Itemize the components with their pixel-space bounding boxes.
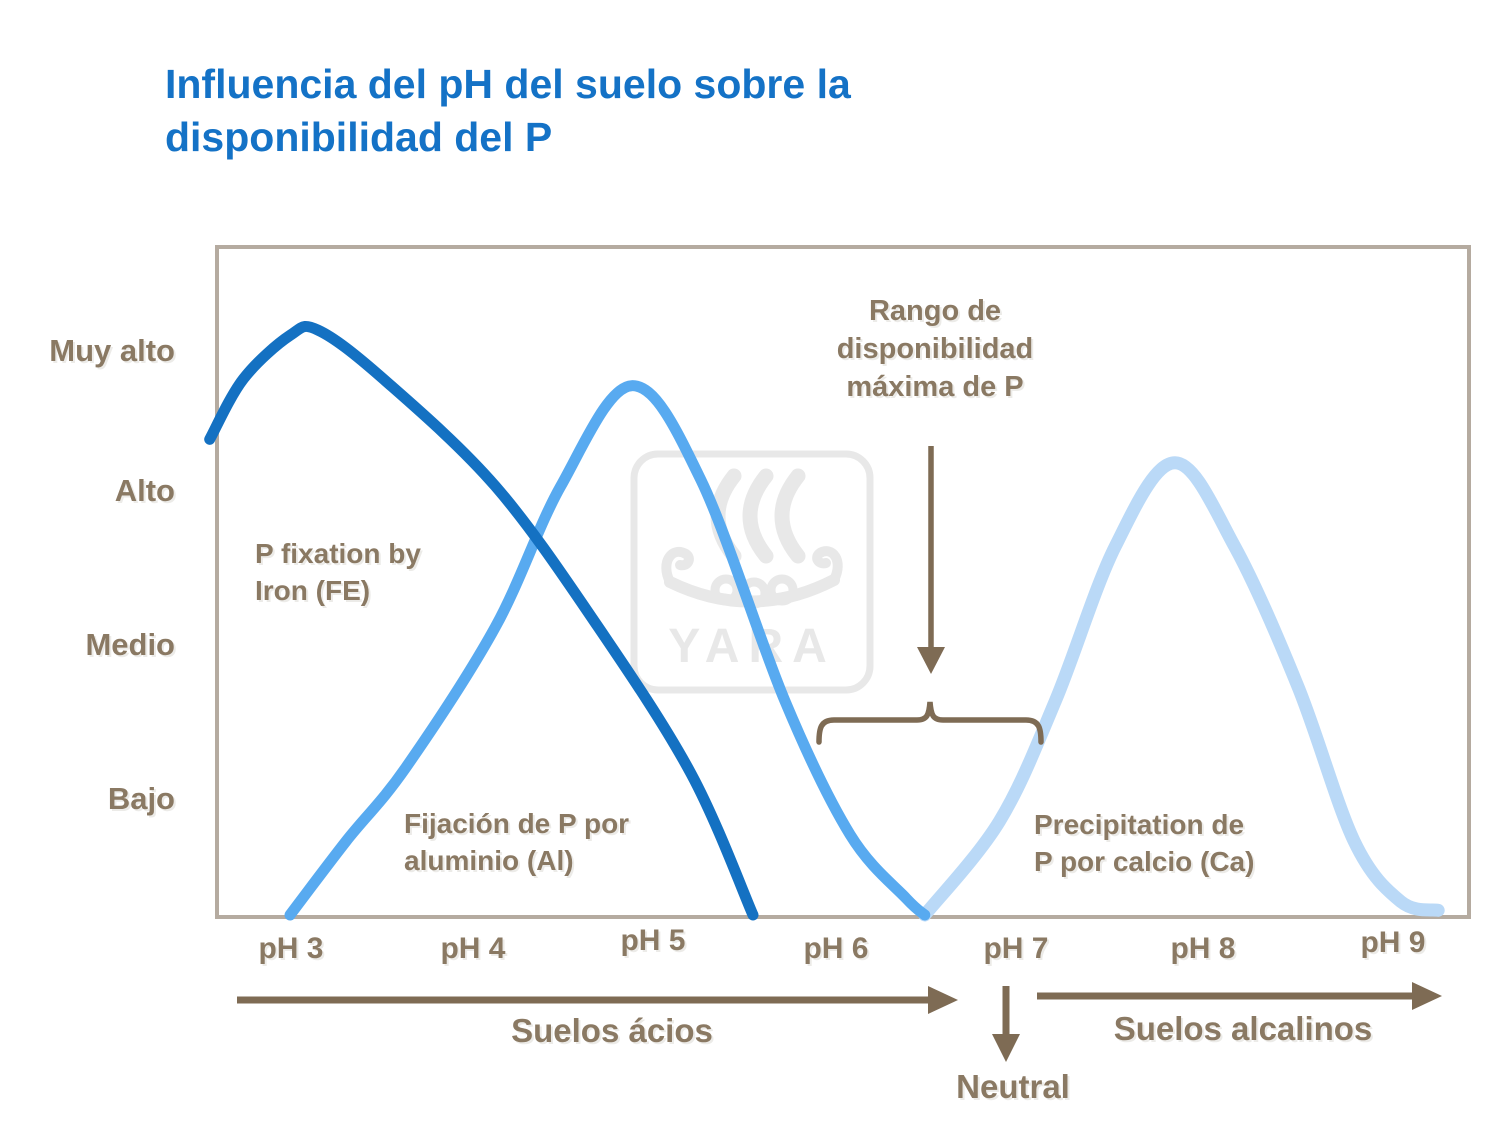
al-curve-label: Fijación de P por aluminio (Al) [404,805,629,879]
fe-curve [204,320,759,921]
y-tick-medio: Medio [85,627,175,662]
range-brace [816,701,1044,745]
watermark-brand-text: YARA [668,620,836,673]
page-title-line1: Influencia del pH del suelo sobre la [165,61,851,107]
yara-watermark-logo: YARA [630,450,874,694]
watermark-border [630,450,874,694]
neutral-label: Neutral [956,1068,1070,1105]
chart-frame [215,245,1471,919]
al-curve [284,380,931,921]
x-tick-ph6: pH 6 [803,932,869,965]
x-tick-ph4: pH 4 [440,932,506,965]
page-title: Influencia del pH del suelo sobre la dis… [165,58,851,164]
acid-soils-label: Suelos ácios [511,1012,713,1049]
acid-soils-arrowhead [928,986,958,1014]
max-availability-line3: máxima de P [846,371,1024,403]
ca-curve-label-line1: Precipitation de [1034,809,1245,840]
ca-curve [918,456,1445,922]
x-tick-ph8: pH 8 [1170,932,1236,965]
annotations-layer [237,446,1442,1062]
ca-curve-label: Precipitation de P por calcio (Ca) [1034,806,1254,880]
neutral-arrowhead [992,1034,1020,1062]
x-tick-ph7: pH 7 [983,932,1049,965]
al-curve-label-line2: aluminio (Al) [404,845,574,876]
max-availability-line2: disponibilidad [836,333,1034,365]
ca-curve-label-line2: P por calcio (Ca) [1034,846,1255,877]
page-title-line2: disponibilidad del P [165,114,553,160]
fe-curve-label: P fixation by Iron (FE) [255,535,421,609]
fe-curve-label-line2: Iron (FE) [255,575,371,606]
y-tick-bajo: Bajo [107,781,175,816]
y-tick-muy-alto: Muy alto [49,333,175,368]
max-availability-annotation: Rango de disponibilidad máxima de P [795,292,1075,406]
alkaline-soils-arrowhead [1412,982,1442,1010]
fe-curve-label-line1: P fixation by [255,538,421,569]
al-curve-label-line1: Fijación de P por [404,808,630,839]
y-tick-alto: Alto [114,473,175,508]
viking-ship-icon [661,468,843,609]
alkaline-soils-label: Suelos alcalinos [1113,1010,1373,1047]
max-availability-arrowhead [917,647,945,674]
x-tick-ph9: pH 9 [1360,926,1426,959]
x-tick-ph5: pH 5 [620,924,686,957]
x-tick-ph3: pH 3 [258,932,324,965]
max-availability-line1: Rango de [868,295,1002,327]
curves-layer [204,320,1445,922]
